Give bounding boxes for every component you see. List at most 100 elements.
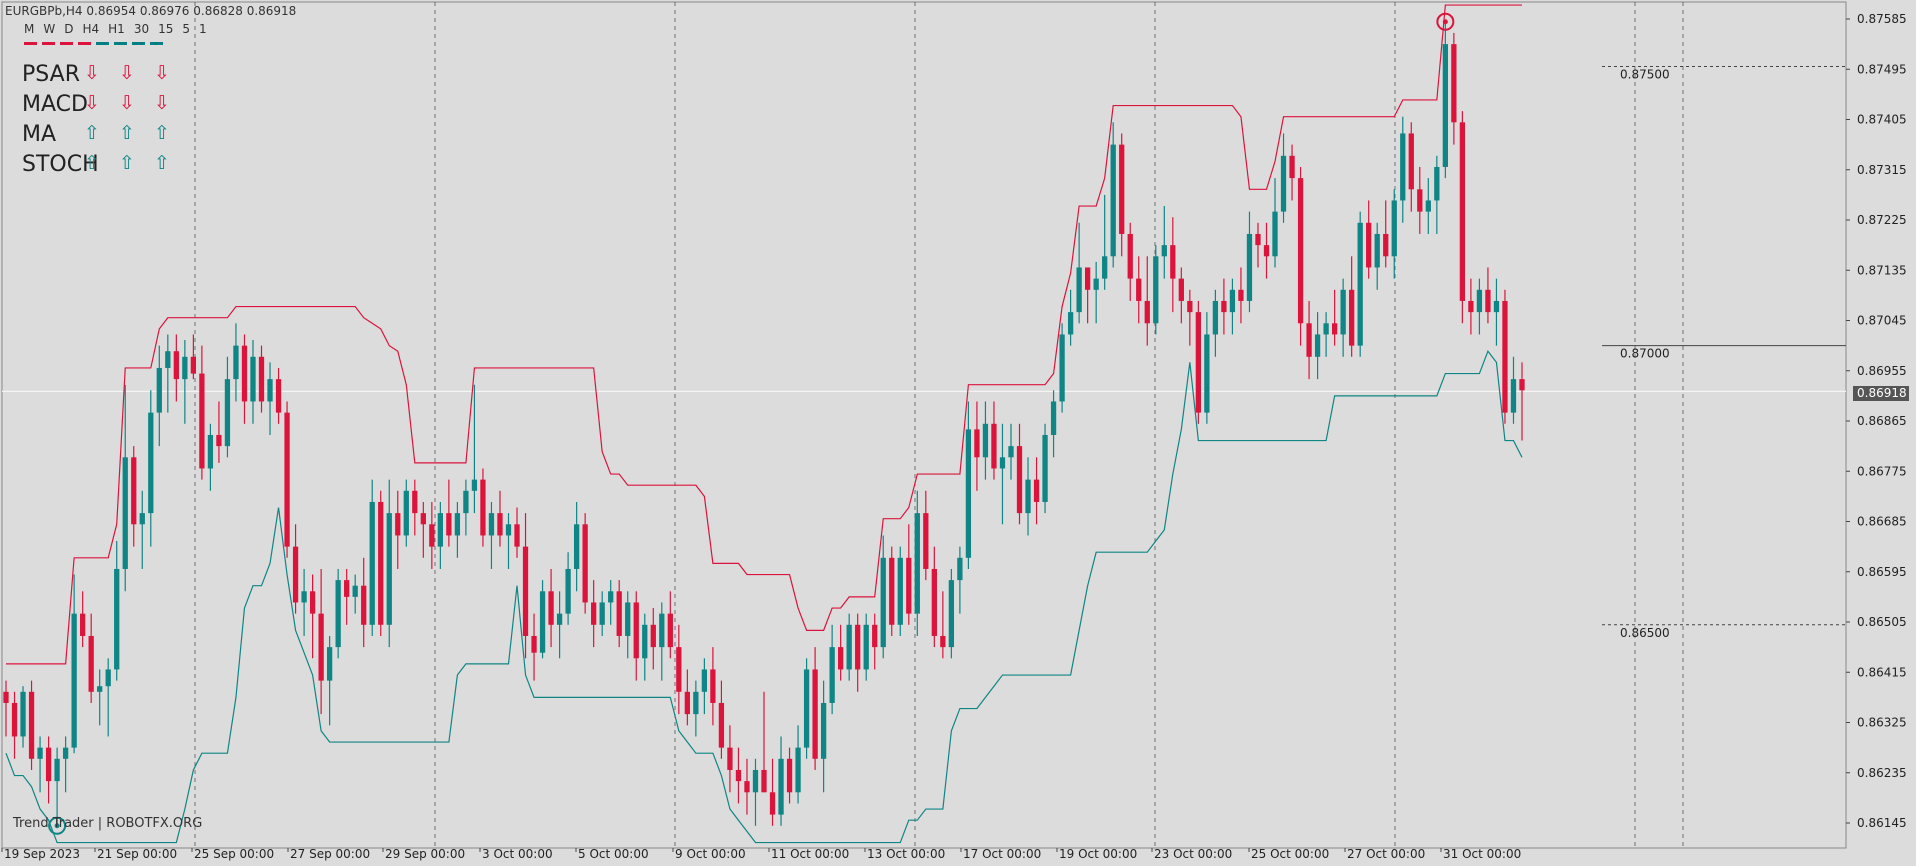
timeframe-label[interactable]: M bbox=[24, 22, 35, 36]
timeframe-label[interactable]: 15 bbox=[158, 22, 174, 36]
candle-body bbox=[897, 557, 903, 625]
candle-body bbox=[1161, 245, 1167, 257]
x-tick-label: 23 Oct 00:00 bbox=[1154, 847, 1232, 861]
arrow-up-icon: ⇧ bbox=[84, 122, 100, 144]
candle-body bbox=[1314, 334, 1321, 357]
candle-body bbox=[190, 356, 197, 374]
candle-body bbox=[1127, 233, 1133, 279]
candle-body bbox=[1187, 300, 1193, 313]
candle-body bbox=[1246, 233, 1253, 301]
x-tick-label: 27 Sep 00:00 bbox=[290, 847, 370, 861]
candle-body bbox=[403, 490, 409, 536]
y-tick-label: 0.87585 bbox=[1857, 12, 1907, 26]
candle-body bbox=[1263, 245, 1270, 257]
candle-body bbox=[838, 647, 844, 670]
candle-body bbox=[429, 524, 435, 547]
candle-body bbox=[522, 546, 529, 636]
candle-body bbox=[744, 781, 750, 793]
timeframe-label[interactable]: D bbox=[64, 22, 74, 36]
candle-body bbox=[752, 769, 759, 793]
candle-body bbox=[846, 624, 852, 670]
candle-body bbox=[991, 423, 997, 469]
candle-body bbox=[710, 669, 716, 703]
candle-body bbox=[591, 602, 597, 625]
candle-body bbox=[1485, 289, 1491, 313]
price-level-label: 0.87500 bbox=[1620, 67, 1670, 81]
candle-body bbox=[250, 356, 256, 402]
candle-body bbox=[1306, 323, 1312, 357]
candle-body bbox=[1238, 289, 1244, 301]
arrow-up-icon: ⇧ bbox=[154, 152, 170, 174]
candle-body bbox=[889, 557, 895, 625]
candle-body bbox=[1016, 446, 1023, 514]
candle-body bbox=[497, 513, 503, 536]
candle-body bbox=[1195, 312, 1201, 413]
candle-body bbox=[446, 513, 452, 536]
x-tick-label: 31 Oct 00:00 bbox=[1443, 847, 1521, 861]
timeframe-label[interactable]: 30 bbox=[133, 22, 150, 36]
support-stop-line bbox=[5, 349, 1523, 844]
timeframe-trend-segment bbox=[24, 42, 37, 45]
candle-body bbox=[1008, 446, 1014, 458]
candle-body bbox=[182, 356, 188, 380]
candle-body bbox=[318, 613, 324, 681]
candle-body bbox=[659, 613, 665, 648]
candle-body bbox=[1425, 200, 1431, 212]
candle-body bbox=[1391, 200, 1397, 257]
candle-body bbox=[684, 691, 690, 715]
candle-body bbox=[1476, 289, 1483, 313]
timeframe-trend-segment bbox=[114, 42, 127, 45]
candle-body bbox=[1510, 379, 1517, 413]
candle-body bbox=[923, 513, 929, 569]
candle-body bbox=[1383, 233, 1389, 257]
candle-body bbox=[1076, 267, 1082, 313]
y-tick-label: 0.87495 bbox=[1857, 62, 1907, 76]
timeframe-label[interactable]: 1 bbox=[199, 22, 207, 36]
y-tick-label: 0.86325 bbox=[1857, 716, 1907, 730]
candle-body bbox=[241, 345, 248, 402]
candle-body bbox=[1289, 155, 1295, 179]
timeframe-trend-segment bbox=[96, 42, 109, 45]
candle-body bbox=[539, 591, 546, 653]
arrow-down-icon: ⇩ bbox=[119, 92, 135, 114]
candle-body bbox=[965, 429, 972, 558]
timeframe-label[interactable]: H1 bbox=[108, 22, 125, 36]
timeframe-label[interactable]: 5 bbox=[182, 22, 191, 36]
candle-body bbox=[514, 524, 520, 547]
candle-body bbox=[914, 513, 920, 614]
candle-body bbox=[1153, 256, 1159, 324]
candle-body bbox=[1349, 289, 1355, 346]
candle-body bbox=[786, 758, 793, 793]
candle-body bbox=[1178, 278, 1184, 301]
timeframe-label[interactable]: H4 bbox=[82, 22, 100, 36]
arrow-up-icon: ⇧ bbox=[119, 152, 135, 174]
timeframe-label[interactable]: W bbox=[43, 22, 56, 36]
candle-body bbox=[820, 702, 827, 759]
candle-body bbox=[1297, 178, 1304, 324]
x-tick-label: 25 Oct 00:00 bbox=[1251, 847, 1329, 861]
candle-body bbox=[701, 669, 708, 692]
candle-body bbox=[131, 457, 137, 525]
brand-label: Trend Trader | ROBOTFX.ORG bbox=[13, 816, 203, 831]
price-level-label: 0.87000 bbox=[1620, 347, 1670, 361]
arrow-down-icon: ⇩ bbox=[154, 62, 170, 84]
candle-body bbox=[258, 356, 265, 402]
timeframe-trend-segment bbox=[132, 42, 145, 45]
candle-body bbox=[999, 457, 1006, 469]
candle-body bbox=[20, 691, 26, 737]
candle-body bbox=[1212, 300, 1219, 335]
candle-body bbox=[1502, 300, 1508, 413]
candle-body bbox=[693, 691, 699, 715]
candle-body bbox=[1229, 289, 1236, 313]
candle-body bbox=[1204, 334, 1210, 413]
x-tick-label: 19 Sep 2023 bbox=[4, 847, 80, 861]
arrow-down-icon: ⇩ bbox=[154, 92, 170, 114]
y-tick-label: 0.86685 bbox=[1857, 515, 1907, 529]
candle-body bbox=[761, 769, 767, 793]
candle-body bbox=[344, 580, 350, 597]
candle-body bbox=[97, 686, 103, 692]
candle-body bbox=[829, 647, 835, 703]
candle-body bbox=[906, 557, 912, 614]
